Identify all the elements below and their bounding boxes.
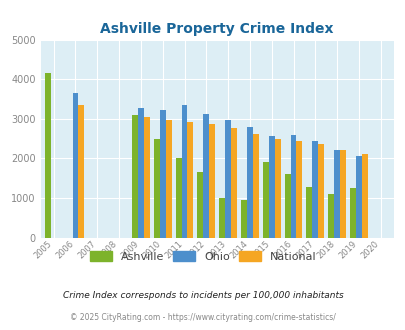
Bar [203, 114, 209, 238]
Bar [290, 135, 296, 238]
Bar [311, 141, 318, 238]
Text: © 2025 CityRating.com - https://www.cityrating.com/crime-statistics/: © 2025 CityRating.com - https://www.city… [70, 313, 335, 322]
Bar [45, 73, 51, 238]
Bar [138, 108, 143, 238]
Bar [187, 121, 193, 238]
Bar [219, 198, 225, 238]
Bar [268, 136, 274, 238]
Bar [241, 200, 246, 238]
Bar [318, 144, 323, 238]
Bar [262, 162, 268, 238]
Bar [284, 174, 290, 238]
Bar [78, 105, 84, 238]
Text: Crime Index corresponds to incidents per 100,000 inhabitants: Crime Index corresponds to incidents per… [62, 291, 343, 300]
Bar [159, 110, 165, 238]
Bar [143, 117, 149, 238]
Bar [225, 120, 230, 238]
Bar [181, 105, 187, 238]
Legend: Ashville, Ohio, National: Ashville, Ohio, National [85, 247, 320, 267]
Bar [274, 139, 280, 238]
Bar [361, 154, 367, 238]
Bar [306, 187, 311, 238]
Bar [165, 120, 171, 238]
Bar [252, 134, 258, 238]
Bar [296, 141, 302, 238]
Bar [153, 139, 159, 238]
Bar [246, 127, 252, 238]
Bar [333, 150, 339, 238]
Bar [355, 156, 361, 238]
Bar [230, 128, 237, 238]
Bar [339, 150, 345, 238]
Bar [175, 158, 181, 238]
Bar [328, 194, 333, 238]
Title: Ashville Property Crime Index: Ashville Property Crime Index [100, 22, 333, 36]
Bar [72, 93, 78, 238]
Bar [209, 124, 215, 238]
Bar [132, 115, 138, 238]
Bar [349, 188, 355, 238]
Bar [197, 172, 203, 238]
